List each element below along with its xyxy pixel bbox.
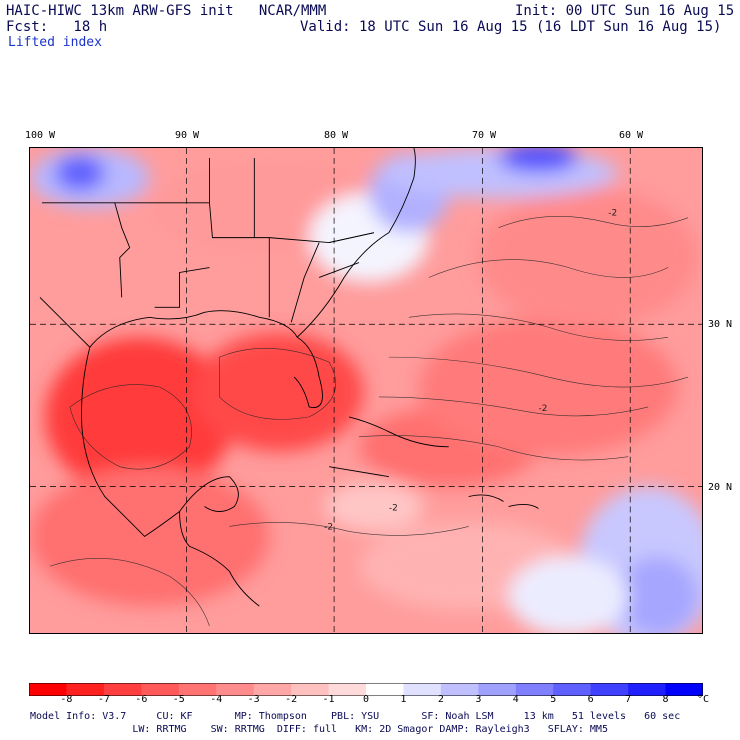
colorbar-tick-label: 1 (400, 694, 407, 705)
colorbar-tick-label: -1 (322, 694, 335, 705)
coastlines-and-borders (39, 148, 539, 607)
colorbar-tick-label: -7 (97, 694, 110, 705)
model-info-line-1: Model Info: V3.7 CU: KF MP: Thompson PBL… (30, 711, 681, 722)
contour-label-4: -2 (324, 522, 333, 532)
colorbar-tick-label: -8 (60, 694, 73, 705)
lat-label-30n: 30 N (708, 319, 733, 330)
model-info-line-2: LW: RRTMG SW: RRTMG DIFF: full KM: 2D Sm… (30, 724, 608, 735)
colorbar-swatches (28, 682, 704, 697)
lat-lon-grid (30, 148, 702, 633)
forecast-hour: Fcst: 18 h (6, 19, 108, 35)
contour-label-2: -2 (538, 404, 547, 414)
lon-label-80w: 80 W (323, 130, 349, 141)
colorbar-swatch (178, 683, 217, 696)
colorbar-tick-label: 8 (662, 694, 669, 705)
model-title: HAIC-HIWC 13km ARW-GFS init NCAR/MMM (6, 3, 327, 19)
colorbar-tick-label: -2 (285, 694, 298, 705)
lifted-index-map: -2 -2 -2 -2 (29, 147, 703, 634)
colorbar-tick-label: 0 (362, 694, 370, 705)
init-time: Init: 00 UTC Sun 16 Aug 15 (515, 3, 735, 19)
lon-label-90w: 90 W (174, 130, 200, 141)
colorbar-swatch (366, 683, 404, 696)
lat-label-20n: 20 N (708, 482, 733, 493)
colorbar-swatch (141, 683, 180, 696)
colorbar-swatch (590, 683, 629, 696)
contour-label-3: -2 (389, 504, 398, 514)
contour-label-1: -2 (608, 209, 617, 219)
colorbar-tick-label: 2 (437, 694, 444, 705)
colorbar-swatch (628, 683, 667, 696)
colorbar-swatch (553, 683, 592, 696)
lon-label-70w: 70 W (471, 130, 497, 141)
colorbar-swatch (103, 683, 142, 696)
lon-label-60w: 60 W (618, 130, 644, 141)
valid-time: Valid: 18 UTC Sun 16 Aug 15 (16 LDT Sun … (300, 19, 722, 35)
colorbar-tick-label: -5 (172, 694, 185, 705)
colorbar-swatch (253, 683, 292, 696)
colorbar-tick-label: 3 (475, 694, 482, 705)
colorbar-swatch (29, 683, 67, 696)
colorbar-unit: °C (697, 694, 710, 705)
colorbar-tick-label: 7 (625, 694, 632, 705)
colorbar-swatch (440, 683, 479, 696)
lon-label-100w: 100 W (24, 130, 56, 141)
colorbar (28, 681, 704, 697)
colorbar-swatch (328, 683, 367, 696)
colorbar-swatch (478, 683, 517, 696)
colorbar-tick-label: -4 (210, 694, 223, 705)
colorbar-tick-label: 5 (550, 694, 557, 705)
colorbar-swatch (515, 683, 554, 696)
colorbar-tick-label: 6 (587, 694, 594, 705)
contour-lines (49, 216, 689, 627)
colorbar-tick-label: 4 (512, 694, 519, 705)
colorbar-tick-label: -6 (135, 694, 148, 705)
colorbar-swatch (403, 683, 442, 696)
colorbar-swatch (665, 683, 704, 696)
colorbar-swatch (66, 683, 105, 696)
field-name: Lifted index (8, 35, 102, 50)
colorbar-tick-label: -3 (247, 694, 260, 705)
colorbar-swatch (291, 683, 330, 696)
colorbar-swatch (216, 683, 255, 696)
